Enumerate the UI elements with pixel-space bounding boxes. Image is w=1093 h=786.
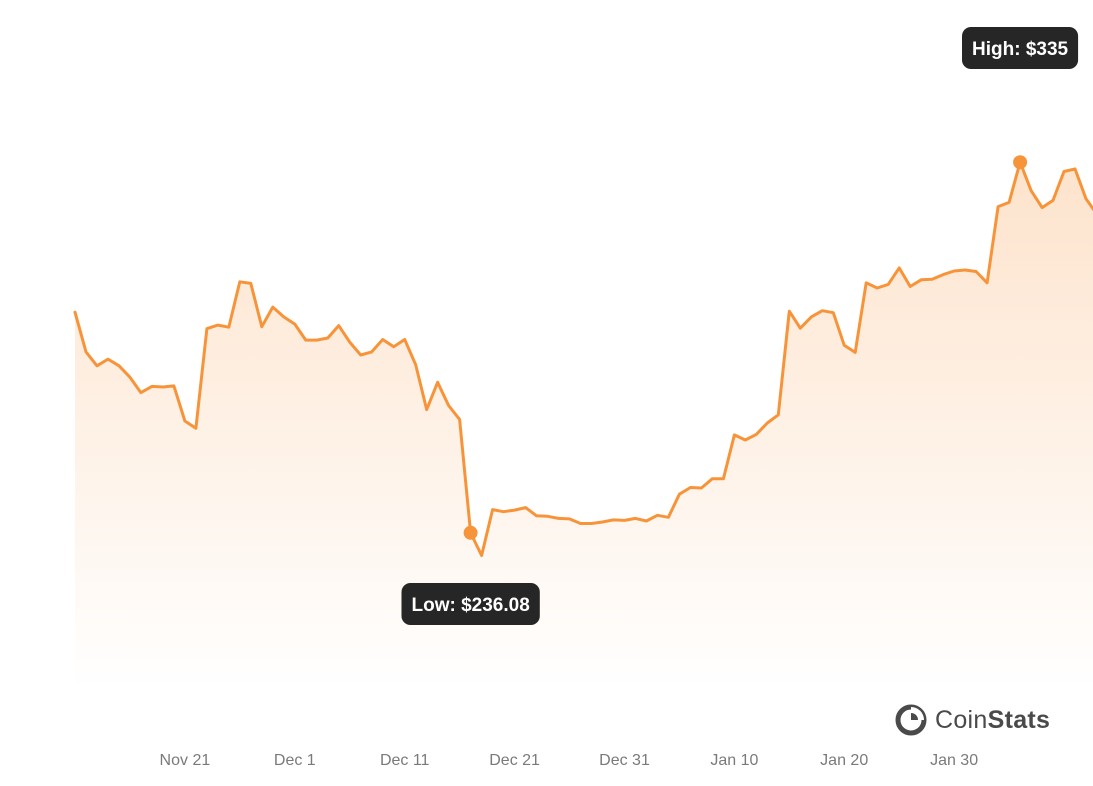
high-point xyxy=(1013,155,1028,170)
x-tick-label: Jan 20 xyxy=(820,752,868,769)
brand-name: CoinStats xyxy=(935,706,1050,735)
x-tick-label: Jan 30 xyxy=(930,752,978,769)
low-callout: Low: $236.08 xyxy=(401,583,540,625)
brand-name-bold: Stats xyxy=(987,705,1051,734)
x-tick-label: Jan 10 xyxy=(710,752,758,769)
price-callouts: Low: $236.08 High: $335 xyxy=(401,27,1079,625)
x-axis-ticks: Nov 21 Dec 1 Dec 11 Dec 21 Dec 31 Jan 10 Jan 2… xyxy=(160,752,979,769)
high-callout-label: High: $335 xyxy=(972,39,1069,60)
price-line xyxy=(73,160,1093,557)
x-tick-label: Dec 21 xyxy=(489,752,540,769)
x-tick-label: Dec 1 xyxy=(274,752,316,769)
coinstats-brand: CoinStats xyxy=(895,704,1050,736)
x-tick-label: Dec 11 xyxy=(380,752,430,769)
coinstats-logo-icon xyxy=(895,704,927,736)
x-tick-label: Dec 31 xyxy=(599,752,650,769)
price-area-fill xyxy=(75,162,1093,690)
low-point xyxy=(463,525,478,540)
low-callout-label: Low: $236.08 xyxy=(412,595,530,616)
x-tick-label: Nov 21 xyxy=(160,752,211,769)
high-callout: High: $335 xyxy=(962,27,1079,69)
brand-name-light: Coin xyxy=(935,705,988,734)
